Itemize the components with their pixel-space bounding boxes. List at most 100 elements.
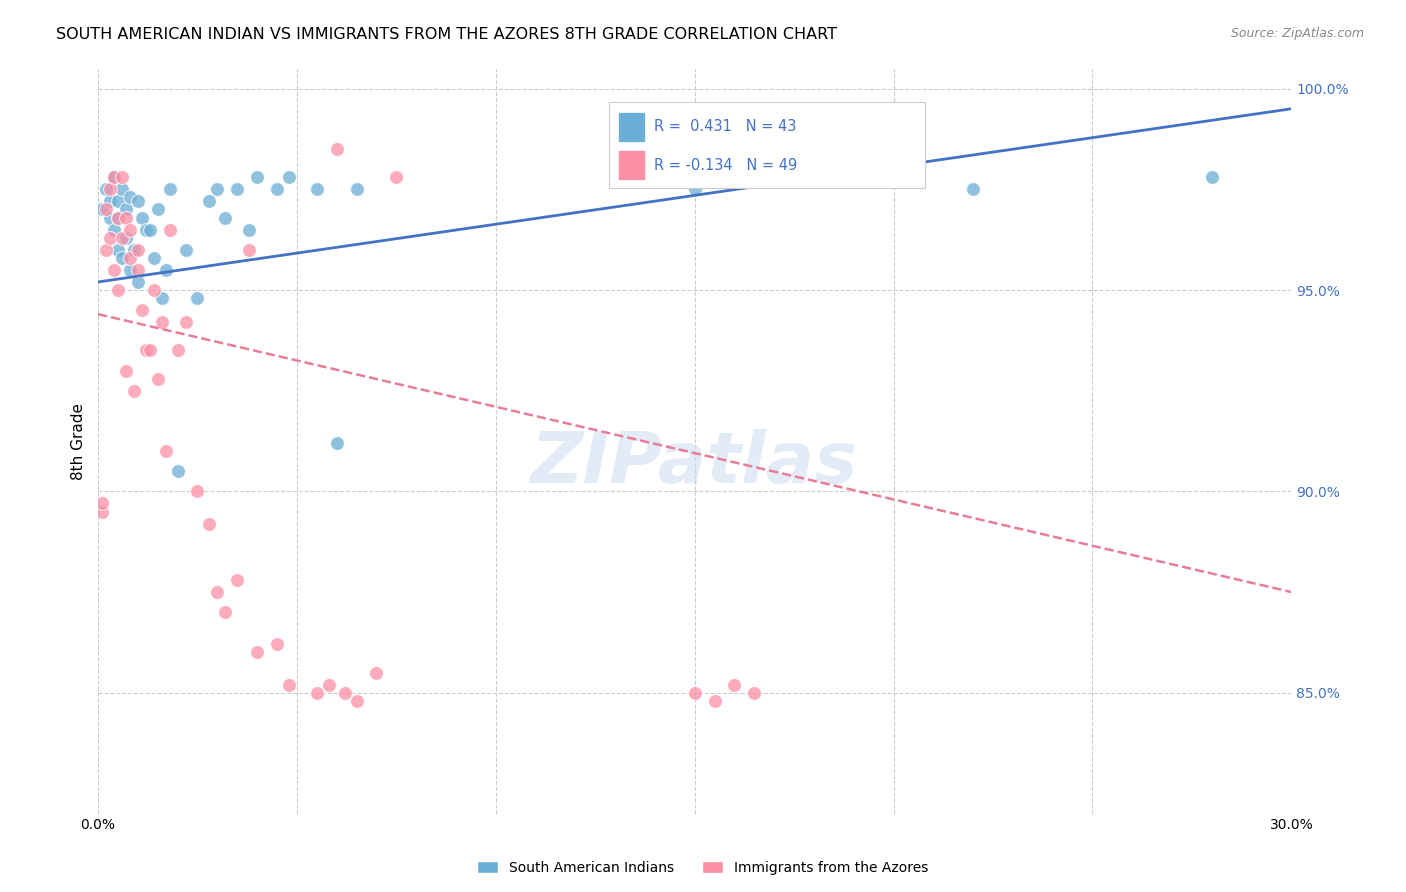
Point bbox=[98, 194, 121, 209]
Point bbox=[266, 182, 288, 196]
Point bbox=[962, 182, 984, 196]
Point bbox=[111, 170, 134, 185]
Point bbox=[207, 182, 229, 196]
Point bbox=[103, 222, 125, 236]
Point bbox=[266, 637, 288, 651]
Point bbox=[118, 251, 141, 265]
Point bbox=[198, 194, 221, 209]
Point bbox=[115, 230, 138, 244]
Point bbox=[146, 371, 169, 385]
Point bbox=[142, 283, 165, 297]
Point bbox=[111, 251, 134, 265]
Point bbox=[142, 251, 165, 265]
Point bbox=[226, 182, 249, 196]
Point bbox=[118, 222, 141, 236]
Point bbox=[150, 291, 173, 305]
Point bbox=[91, 202, 114, 217]
Point bbox=[98, 182, 121, 196]
Point bbox=[115, 202, 138, 217]
Point bbox=[139, 343, 162, 358]
Point bbox=[107, 283, 129, 297]
Point bbox=[94, 182, 117, 196]
Point bbox=[159, 182, 181, 196]
Point bbox=[346, 694, 368, 708]
Point bbox=[107, 211, 129, 225]
Text: R = -0.134   N = 49: R = -0.134 N = 49 bbox=[654, 158, 797, 173]
Point bbox=[226, 573, 249, 587]
Bar bbox=[609, 102, 925, 187]
Point bbox=[1201, 170, 1223, 185]
Point bbox=[91, 504, 114, 518]
Text: SOUTH AMERICAN INDIAN VS IMMIGRANTS FROM THE AZORES 8TH GRADE CORRELATION CHART: SOUTH AMERICAN INDIAN VS IMMIGRANTS FROM… bbox=[56, 27, 837, 42]
Point bbox=[238, 243, 260, 257]
Point bbox=[107, 194, 129, 209]
Point bbox=[118, 263, 141, 277]
Point bbox=[186, 291, 208, 305]
Text: Source: ZipAtlas.com: Source: ZipAtlas.com bbox=[1230, 27, 1364, 40]
Point bbox=[246, 645, 269, 659]
Text: R =  0.431   N = 43: R = 0.431 N = 43 bbox=[654, 120, 796, 134]
Point bbox=[346, 182, 368, 196]
Point bbox=[246, 170, 269, 185]
Point bbox=[305, 182, 328, 196]
Text: ZIPatlas: ZIPatlas bbox=[531, 429, 859, 498]
Point bbox=[207, 585, 229, 599]
Point bbox=[238, 222, 260, 236]
Point bbox=[103, 170, 125, 185]
Point bbox=[127, 194, 149, 209]
Bar bbox=[619, 112, 644, 142]
Point bbox=[111, 230, 134, 244]
Point bbox=[122, 384, 145, 398]
Point bbox=[127, 263, 149, 277]
Point bbox=[103, 170, 125, 185]
Point bbox=[118, 190, 141, 204]
Point bbox=[366, 665, 388, 680]
Point bbox=[103, 263, 125, 277]
Point bbox=[186, 484, 208, 499]
Point bbox=[214, 211, 236, 225]
Point bbox=[174, 315, 197, 329]
Point bbox=[94, 202, 117, 217]
Point bbox=[305, 686, 328, 700]
Point bbox=[744, 686, 766, 700]
Point bbox=[166, 343, 188, 358]
Point bbox=[278, 678, 301, 692]
Point bbox=[98, 230, 121, 244]
Bar bbox=[619, 151, 644, 180]
Point bbox=[135, 222, 157, 236]
Point bbox=[155, 263, 177, 277]
Point bbox=[325, 142, 347, 156]
Point bbox=[135, 343, 157, 358]
Point bbox=[155, 444, 177, 458]
Point bbox=[122, 243, 145, 257]
Point bbox=[683, 182, 706, 196]
Point bbox=[107, 243, 129, 257]
Point bbox=[131, 211, 153, 225]
Point bbox=[115, 211, 138, 225]
Y-axis label: 8th Grade: 8th Grade bbox=[72, 402, 86, 480]
Point bbox=[115, 363, 138, 377]
Point bbox=[131, 303, 153, 318]
Point bbox=[333, 686, 356, 700]
Point bbox=[107, 211, 129, 225]
Point bbox=[98, 211, 121, 225]
Point bbox=[94, 243, 117, 257]
Point bbox=[127, 275, 149, 289]
Point bbox=[139, 222, 162, 236]
Point bbox=[703, 694, 725, 708]
Point bbox=[278, 170, 301, 185]
Point bbox=[318, 678, 340, 692]
Point bbox=[683, 686, 706, 700]
Point bbox=[723, 678, 745, 692]
Point bbox=[385, 170, 408, 185]
Point bbox=[150, 315, 173, 329]
Point bbox=[214, 605, 236, 619]
Point bbox=[198, 516, 221, 531]
Point bbox=[111, 182, 134, 196]
Point bbox=[91, 496, 114, 510]
Point bbox=[146, 202, 169, 217]
Point bbox=[127, 243, 149, 257]
Point bbox=[325, 436, 347, 450]
Point bbox=[166, 464, 188, 478]
Point bbox=[159, 222, 181, 236]
